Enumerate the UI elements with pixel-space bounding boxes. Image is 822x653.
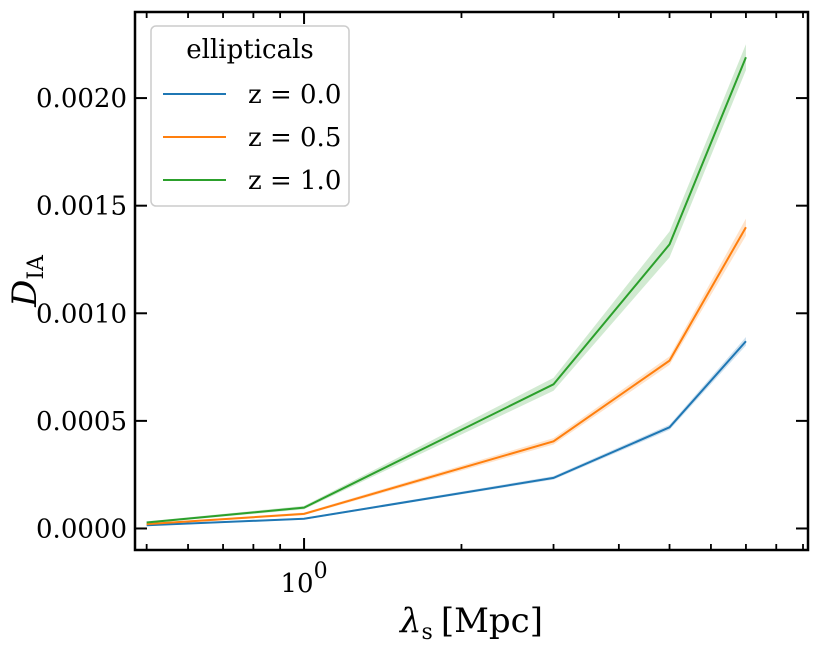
y-axis-label-sub: IA [24,254,49,280]
x-tick-label-0: 100 [281,559,328,599]
y-tick-label-4: 0.0020 [36,84,127,114]
legend: ellipticals z = 0.0 z = 0.5 z = 1.0 [150,25,350,207]
legend-label-2: z = 1.0 [248,166,341,196]
legend-frame [150,25,350,207]
legend-label-0: z = 0.0 [248,80,341,110]
y-tick-label-2: 0.0010 [36,299,127,329]
series-line-2 [146,56,747,524]
series-line-1 [146,226,747,526]
series-band-0 [146,336,746,526]
x-axis-label: λs [Mpc] [398,601,543,645]
legend-label-1: z = 0.5 [248,123,341,153]
y-tick-label-3: 0.0015 [36,192,127,222]
series-line-0 [146,340,747,527]
legend-entries: z = 0.0 z = 0.5 z = 1.0 [163,80,341,196]
x-axis-label-main: λ [398,601,422,641]
tick-labels: 100 0.0000 0.0005 0.0010 0.0015 0.0020 [36,84,328,599]
x-tick-label-exponent: 0 [314,559,328,584]
y-axis-label: DIA [5,254,49,308]
plot-frame [133,10,810,552]
x-axis-label-sub: s [422,620,433,645]
series-lines [146,56,747,527]
x-tick-label-base: 10 [281,569,314,599]
legend-title: ellipticals [186,35,313,65]
y-tick-label-1: 0.0005 [36,407,127,437]
x-axis-label-unit: [Mpc] [441,601,543,641]
y-axis-label-main: D [5,280,45,308]
y-tick-label-0: 0.0000 [36,514,127,544]
